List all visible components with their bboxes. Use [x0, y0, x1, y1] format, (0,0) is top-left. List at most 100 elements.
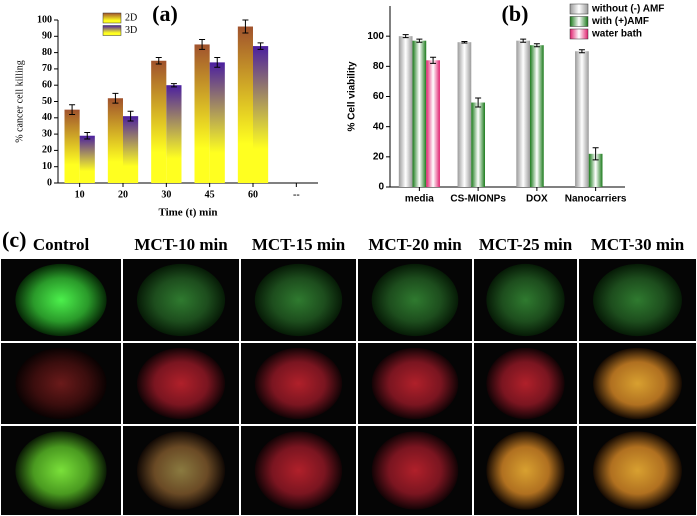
x-tick-label: CS-MIONPs: [450, 194, 506, 205]
column-label: MCT-20 min: [368, 235, 462, 254]
bar: [151, 60, 167, 183]
bar: [253, 46, 269, 183]
bar: [471, 102, 485, 187]
error-bar: [199, 39, 206, 50]
error-bar: [242, 19, 249, 34]
legend-swatch: [102, 12, 122, 24]
cell-spheroid: [15, 431, 107, 510]
legend-label: without (-) AMF: [591, 4, 664, 15]
error-bar: [69, 104, 76, 116]
error-bar: [430, 56, 437, 64]
legend-swatch: [569, 3, 589, 15]
y-tick-label: 10: [42, 161, 52, 172]
cell-spheroid: [486, 347, 565, 420]
error-bar: [461, 40, 468, 44]
cell-spheroid: [486, 263, 565, 337]
x-tick-label: 10: [75, 189, 85, 200]
error-bar: [127, 110, 134, 122]
chart: (a) 0 10 20 30 40 50 60 70 80 90 100 % cancer cell k…: [14, 1, 318, 219]
cell-spheroid: [15, 263, 107, 337]
x-tick-label: --: [293, 189, 300, 200]
error-bar: [170, 83, 177, 88]
cell-spheroid: [136, 263, 226, 337]
image-grid: (c) Control MCT-10 min MCT-15 min MCT-20 min…: [1, 227, 696, 515]
y-tick-label: 80: [373, 61, 385, 72]
error-bar: [84, 131, 91, 140]
y-tick-label: 90: [42, 31, 52, 42]
bar: [107, 98, 123, 183]
y-tick-label: 100: [367, 31, 384, 42]
y-tick-label: 60: [373, 91, 385, 102]
legend-label: water bath: [591, 29, 642, 40]
error-bar: [592, 147, 599, 161]
error-bar: [533, 43, 540, 48]
error-bar: [475, 97, 482, 108]
y-tick-label: 70: [42, 63, 52, 74]
cell-spheroid: [371, 431, 459, 510]
cell-spheroid: [593, 347, 682, 420]
y-tick-label: 60: [42, 79, 52, 90]
legend-label: 3D: [125, 25, 137, 36]
bar: [166, 85, 182, 183]
column-label: MCT-10 min: [134, 235, 228, 254]
cell-spheroid: [371, 347, 459, 420]
chart-title: (a): [152, 1, 178, 26]
y-tick-label: 80: [42, 47, 52, 58]
y-tick-label: 50: [42, 96, 52, 107]
chart-title: (b): [502, 1, 529, 26]
bar: [398, 36, 413, 187]
cell-spheroid: [254, 347, 343, 420]
column-label: Control: [33, 235, 90, 254]
bar: [194, 44, 210, 184]
y-tick-label: 0: [378, 182, 384, 193]
y-tick-label: 40: [42, 112, 52, 123]
legend-label: with (+)AMF: [591, 16, 649, 27]
bar: [79, 135, 95, 183]
bar: [426, 60, 440, 187]
cell-spheroid: [486, 431, 565, 510]
cell-spheroid: [136, 431, 226, 510]
y-tick-label: 20: [373, 151, 385, 162]
column-label: MCT-15 min: [252, 235, 346, 254]
bar: [530, 45, 544, 187]
cell-spheroid: [371, 263, 459, 337]
error-bar: [402, 34, 409, 39]
x-tick-label: Nanocarriers: [565, 194, 627, 205]
cell-spheroid: [15, 347, 107, 420]
y-tick-label: 20: [42, 145, 52, 156]
x-axis-label: Time (t) min: [158, 207, 217, 219]
legend-swatch: [102, 25, 122, 36]
error-bar: [155, 56, 162, 65]
bar: [575, 51, 589, 187]
bar: [209, 62, 225, 183]
error-bar: [520, 38, 527, 43]
bar: [123, 116, 139, 183]
legend-label: 2D: [125, 12, 137, 23]
legend-swatch: [569, 28, 589, 40]
y-axis-label: % cancer cell killing: [14, 60, 25, 142]
bar: [64, 109, 80, 183]
cell-spheroid: [593, 263, 682, 337]
bar: [412, 40, 427, 187]
y-tick-label: 100: [37, 14, 52, 25]
x-tick-label: 60: [248, 189, 258, 200]
y-tick-label: 0: [47, 177, 52, 188]
x-tick-label: 30: [161, 189, 171, 200]
cell-spheroid: [593, 431, 682, 510]
error-bar: [416, 38, 423, 43]
bar: [457, 42, 472, 188]
error-bar: [112, 92, 119, 104]
x-tick-label: DOX: [526, 194, 548, 205]
column-label: MCT-30 min: [591, 235, 685, 254]
bar: [516, 40, 531, 187]
legend-swatch: [569, 16, 589, 27]
bar: [588, 153, 603, 187]
y-axis-label: % Cell viability: [347, 61, 358, 131]
x-tick-label: 20: [118, 189, 128, 200]
x-tick-label: media: [405, 194, 434, 205]
chart: (b) 0 20 40 60 80 100 % Cell viability media CS-M…: [347, 1, 665, 205]
cell-spheroid: [254, 431, 343, 510]
y-tick-label: 40: [373, 121, 385, 132]
